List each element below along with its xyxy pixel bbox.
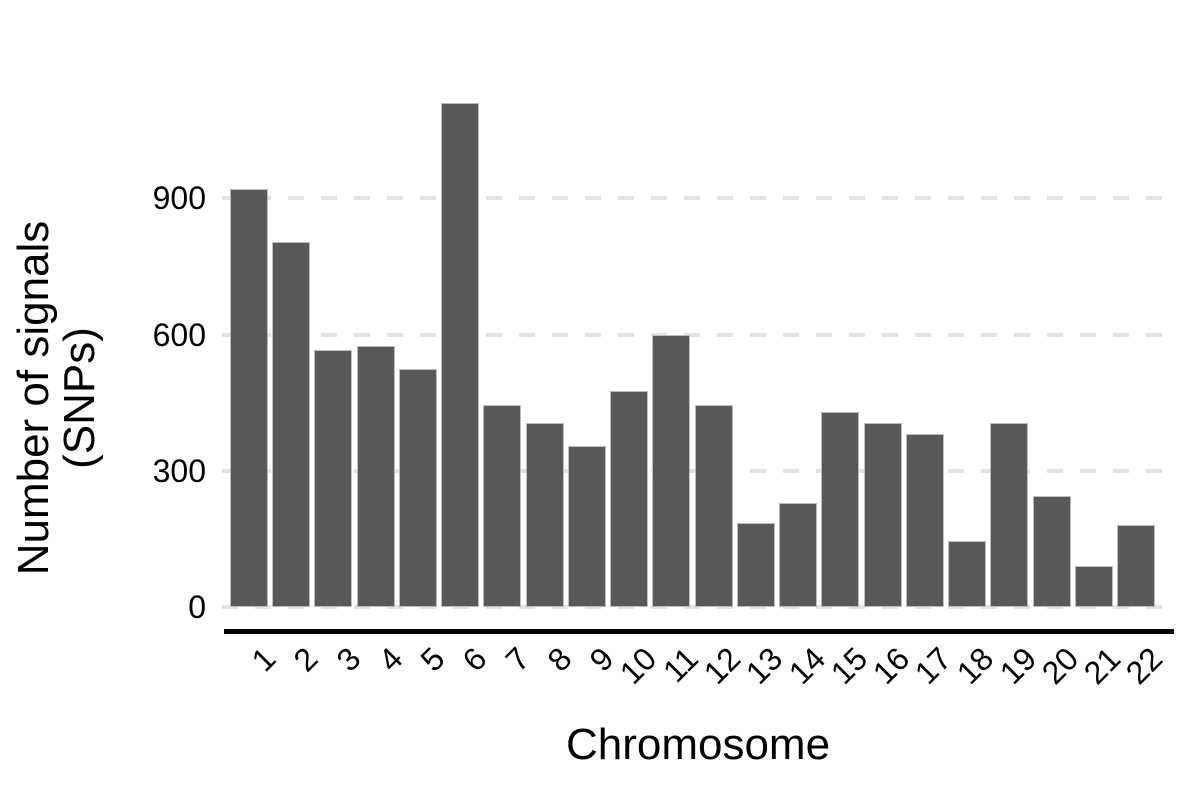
- bar-chr-1: [230, 189, 268, 607]
- bar-chr-16: [863, 423, 902, 607]
- bar-chr-20: [1032, 495, 1071, 607]
- y-tick-label-600: 600: [152, 316, 206, 353]
- bar-chr-18: [948, 541, 987, 607]
- y-axis-title-line2: (SNPs): [55, 327, 104, 469]
- bar-chr-3: [314, 350, 353, 607]
- x-tick-label-2: 2: [286, 640, 325, 679]
- bar-chr-7: [483, 404, 522, 607]
- x-tick-label-7: 7: [498, 640, 537, 679]
- x-tick-label-5: 5: [413, 640, 452, 679]
- bar-chr-17: [905, 434, 944, 607]
- x-tick-label-1: 1: [244, 640, 283, 679]
- gridline-y-600: [222, 332, 1174, 337]
- bar-chr-4: [356, 345, 395, 607]
- bar-chr-2: [272, 241, 311, 607]
- x-tick-label-10: 10: [612, 640, 663, 691]
- x-tick-label-22: 22: [1119, 640, 1170, 691]
- plot-panel: [222, 78, 1174, 634]
- x-tick-label-9: 9: [582, 640, 621, 679]
- bar-chr-9: [567, 445, 606, 607]
- bar-chr-12: [694, 404, 733, 607]
- bar-chr-19: [990, 423, 1029, 607]
- bar-chr-22: [1117, 525, 1156, 607]
- gridline-y-900: [222, 196, 1174, 201]
- bar-chr-21: [1074, 566, 1113, 607]
- y-tick-label-0: 0: [188, 589, 206, 625]
- y-axis-title: Number of signals (SNPs): [9, 220, 104, 576]
- bar-chr-14: [779, 502, 818, 607]
- y-tick-label-900: 900: [152, 180, 206, 217]
- x-tick-label-6: 6: [455, 640, 494, 679]
- y-tick-label-300: 300: [152, 452, 206, 489]
- bar-chr-15: [821, 411, 860, 607]
- bar-chr-5: [398, 368, 437, 607]
- bar-chr-13: [736, 523, 775, 607]
- x-axis-line: [224, 629, 1174, 634]
- bar-chr-6: [441, 103, 480, 607]
- bar-chr-11: [652, 334, 691, 607]
- x-tick-label-3: 3: [329, 640, 368, 679]
- x-tick-label-8: 8: [540, 640, 579, 679]
- bar-chr-10: [610, 391, 649, 607]
- x-axis-title: Chromosome: [565, 720, 831, 769]
- x-tick-label-4: 4: [371, 640, 410, 679]
- bar-chr-8: [525, 423, 564, 607]
- y-axis-title-line1: Number of signals: [9, 220, 58, 576]
- gridline-y-0: [222, 605, 1174, 609]
